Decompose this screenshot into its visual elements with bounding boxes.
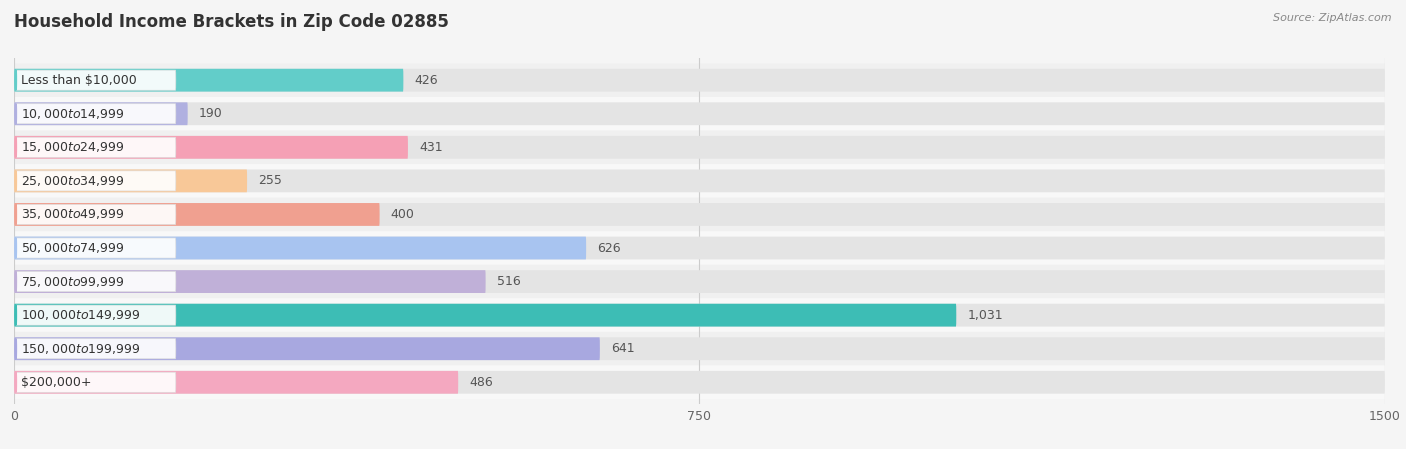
FancyBboxPatch shape <box>14 237 1385 260</box>
FancyBboxPatch shape <box>15 104 176 124</box>
Text: 426: 426 <box>415 74 439 87</box>
FancyBboxPatch shape <box>14 169 247 192</box>
Text: 486: 486 <box>470 376 494 389</box>
FancyBboxPatch shape <box>15 272 176 292</box>
Text: 190: 190 <box>198 107 222 120</box>
FancyBboxPatch shape <box>14 365 1385 399</box>
Text: $15,000 to $24,999: $15,000 to $24,999 <box>21 141 125 154</box>
FancyBboxPatch shape <box>14 136 1385 159</box>
FancyBboxPatch shape <box>14 203 1385 226</box>
FancyBboxPatch shape <box>14 102 188 125</box>
FancyBboxPatch shape <box>14 371 458 394</box>
FancyBboxPatch shape <box>15 70 176 90</box>
Text: 431: 431 <box>419 141 443 154</box>
FancyBboxPatch shape <box>14 265 1385 299</box>
FancyBboxPatch shape <box>14 237 586 260</box>
FancyBboxPatch shape <box>14 169 1385 192</box>
FancyBboxPatch shape <box>14 203 380 226</box>
Text: Household Income Brackets in Zip Code 02885: Household Income Brackets in Zip Code 02… <box>14 13 449 31</box>
FancyBboxPatch shape <box>14 198 1385 231</box>
Text: 1,031: 1,031 <box>967 308 1002 321</box>
FancyBboxPatch shape <box>15 339 176 359</box>
Text: 626: 626 <box>598 242 621 255</box>
FancyBboxPatch shape <box>14 371 1385 394</box>
Text: Less than $10,000: Less than $10,000 <box>21 74 136 87</box>
FancyBboxPatch shape <box>15 238 176 258</box>
Text: $150,000 to $199,999: $150,000 to $199,999 <box>21 342 141 356</box>
FancyBboxPatch shape <box>14 332 1385 365</box>
FancyBboxPatch shape <box>14 69 1385 92</box>
FancyBboxPatch shape <box>15 171 176 191</box>
FancyBboxPatch shape <box>14 337 600 360</box>
Text: $35,000 to $49,999: $35,000 to $49,999 <box>21 207 125 221</box>
Text: $25,000 to $34,999: $25,000 to $34,999 <box>21 174 125 188</box>
Text: 641: 641 <box>610 342 634 355</box>
FancyBboxPatch shape <box>14 270 1385 293</box>
FancyBboxPatch shape <box>15 372 176 392</box>
Text: Source: ZipAtlas.com: Source: ZipAtlas.com <box>1274 13 1392 23</box>
FancyBboxPatch shape <box>14 299 1385 332</box>
FancyBboxPatch shape <box>14 304 956 326</box>
FancyBboxPatch shape <box>14 164 1385 198</box>
Text: $75,000 to $99,999: $75,000 to $99,999 <box>21 275 125 289</box>
Text: $100,000 to $149,999: $100,000 to $149,999 <box>21 308 141 322</box>
Text: 255: 255 <box>259 174 283 187</box>
FancyBboxPatch shape <box>15 204 176 224</box>
FancyBboxPatch shape <box>15 305 176 325</box>
FancyBboxPatch shape <box>14 270 485 293</box>
FancyBboxPatch shape <box>14 102 1385 125</box>
FancyBboxPatch shape <box>14 97 1385 131</box>
FancyBboxPatch shape <box>14 131 1385 164</box>
FancyBboxPatch shape <box>14 304 1385 326</box>
Text: $200,000+: $200,000+ <box>21 376 91 389</box>
FancyBboxPatch shape <box>14 136 408 159</box>
FancyBboxPatch shape <box>14 69 404 92</box>
FancyBboxPatch shape <box>14 337 1385 360</box>
Text: $50,000 to $74,999: $50,000 to $74,999 <box>21 241 125 255</box>
FancyBboxPatch shape <box>15 137 176 157</box>
FancyBboxPatch shape <box>14 63 1385 97</box>
Text: $10,000 to $14,999: $10,000 to $14,999 <box>21 107 125 121</box>
Text: 400: 400 <box>391 208 415 221</box>
FancyBboxPatch shape <box>14 231 1385 265</box>
Text: 516: 516 <box>496 275 520 288</box>
